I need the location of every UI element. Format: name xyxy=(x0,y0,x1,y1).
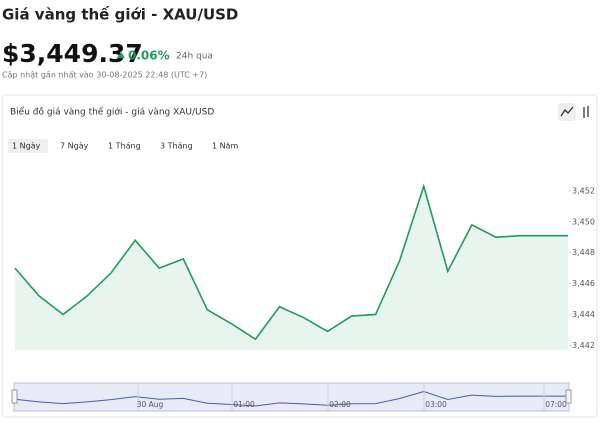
navigator[interactable] xyxy=(13,382,570,412)
area-fill xyxy=(15,186,568,350)
change-period: 24h qua xyxy=(176,52,213,62)
tab[interactable]: 1 Ngày xyxy=(12,142,41,151)
y-tick-label: 3,442 xyxy=(572,341,595,350)
price-line xyxy=(14,183,568,341)
chart-card xyxy=(1,94,598,418)
price: $3,449.37 xyxy=(2,39,143,68)
tab[interactable]: 1 Năm xyxy=(212,142,239,151)
tab[interactable]: 7 Ngày xyxy=(60,142,89,151)
navigator-label: 07:00 xyxy=(545,400,567,409)
y-tick-label: 3,450 xyxy=(572,217,595,226)
y-tick-label: 3,448 xyxy=(572,248,595,257)
change: 0.06% xyxy=(128,49,170,63)
navigator-label: 30 Aug xyxy=(137,400,164,409)
navigator-label: 02:00 xyxy=(329,400,351,409)
navigator-label: 03:00 xyxy=(425,400,447,409)
candle-view-button[interactable] xyxy=(583,106,589,118)
navigator-handle[interactable] xyxy=(11,389,18,404)
tab[interactable]: 3 Tháng xyxy=(160,142,193,151)
updated: Cập nhật gần nhất vào 30-08-2025 22:48 (… xyxy=(2,70,207,81)
tab[interactable]: 1 Tháng xyxy=(108,142,141,151)
y-tick-label: 3,452 xyxy=(572,186,595,195)
y-tick-label: 3,444 xyxy=(572,310,595,319)
page-title: Giá vàng thế giới - XAU/USD xyxy=(2,5,238,24)
navigator-label: 01:00 xyxy=(233,400,255,409)
up-arrow xyxy=(117,52,125,58)
line-icon xyxy=(560,106,574,117)
navigator-line xyxy=(14,390,568,407)
card-title: Biểu đồ giá vàng thế giới - giá vàng XAU… xyxy=(10,107,214,118)
y-tick-label: 3,446 xyxy=(572,279,595,288)
navigator-handle[interactable] xyxy=(565,389,572,404)
tab-selected-bg xyxy=(8,139,48,153)
